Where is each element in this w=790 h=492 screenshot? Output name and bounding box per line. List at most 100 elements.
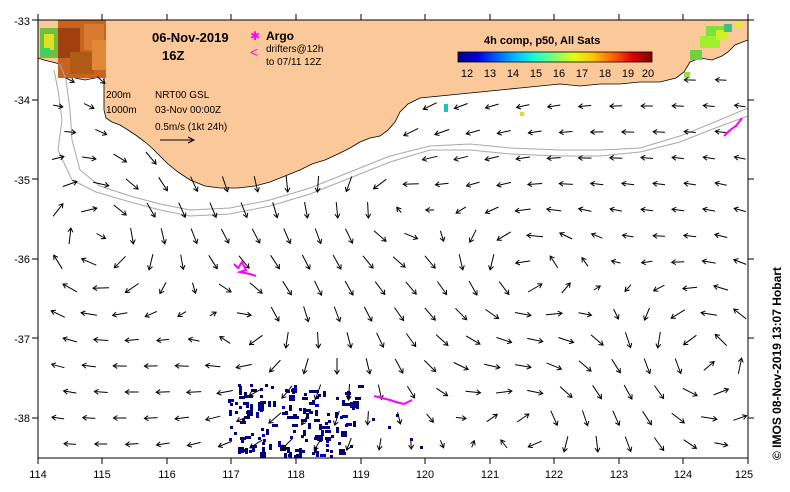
current-arrow — [682, 232, 697, 239]
current-arrow — [396, 206, 402, 214]
sst-pixel — [396, 414, 399, 417]
sst-pixel — [292, 424, 298, 427]
current-arrow — [314, 228, 323, 245]
current-arrow — [113, 153, 128, 163]
current-arrow — [643, 307, 650, 321]
current-arrow — [64, 129, 77, 136]
current-arrow — [624, 332, 633, 349]
sst-pixel — [258, 406, 261, 409]
x-tick-label: 116 — [158, 469, 176, 481]
current-arrow — [238, 255, 250, 269]
current-arrow — [485, 308, 500, 320]
drifter-track-1 — [233, 260, 257, 277]
sst-pixel — [246, 405, 249, 408]
current-arrow — [284, 175, 291, 193]
sst-pixel — [256, 412, 259, 418]
product-label: NRT00 GSL — [155, 90, 210, 101]
sst-pixel — [244, 416, 250, 419]
current-arrow — [561, 282, 571, 294]
current-arrow — [713, 232, 728, 239]
current-arrow — [80, 310, 97, 317]
current-arrow — [333, 410, 340, 426]
current-arrow — [268, 412, 282, 424]
current-arrow — [593, 285, 602, 291]
current-arrow — [640, 154, 654, 161]
sst-pixel — [313, 390, 319, 393]
current-arrow — [208, 255, 218, 270]
current-arrow — [624, 284, 632, 293]
current-arrow — [174, 415, 189, 422]
current-arrow — [313, 437, 323, 451]
current-arrow — [640, 103, 653, 109]
current-arrow — [344, 176, 353, 193]
current-arrow — [514, 259, 531, 266]
sst-pixel — [262, 434, 265, 437]
current-arrow — [147, 254, 154, 271]
current-arrow — [527, 389, 544, 396]
current-arrow — [436, 387, 449, 397]
current-arrow — [620, 180, 635, 187]
sst-pixel — [239, 406, 242, 409]
current-arrow — [594, 435, 601, 453]
current-arrow — [652, 232, 665, 239]
current-arrow — [623, 384, 633, 400]
sst-pixel — [258, 437, 261, 440]
x-tick-label: 117 — [222, 469, 240, 481]
sst-pixel — [316, 404, 319, 407]
current-arrow — [424, 255, 436, 269]
current-arrow — [218, 283, 232, 293]
current-arrow — [302, 358, 309, 375]
sst-pixel — [353, 421, 356, 427]
current-arrow — [486, 413, 498, 423]
sst-pixel — [238, 384, 241, 387]
current-arrow — [608, 103, 623, 110]
sst-pixel — [318, 394, 321, 397]
current-arrow — [702, 102, 715, 109]
sst-pixel — [316, 436, 319, 439]
current-arrow — [315, 331, 322, 349]
current-arrow — [496, 337, 513, 345]
sst-pixel — [309, 390, 315, 393]
colorbar — [457, 51, 653, 63]
sst-pixel — [335, 412, 338, 418]
current-arrow — [248, 334, 263, 346]
current-arrow — [714, 128, 727, 135]
sst-pixel — [278, 441, 281, 447]
x-tick-label: 115 — [93, 469, 111, 481]
sst-pixel — [289, 405, 292, 411]
sst-pixel — [342, 400, 345, 406]
x-tick-label: 121 — [481, 469, 499, 481]
sst-pixel — [326, 444, 329, 447]
current-arrow — [652, 284, 665, 292]
current-arrow — [143, 363, 158, 370]
current-arrow — [581, 410, 590, 427]
current-arrow — [93, 441, 108, 447]
current-arrow — [670, 309, 686, 319]
current-arrow — [124, 389, 139, 395]
sst-pixel — [323, 391, 326, 397]
current-arrow — [611, 358, 621, 374]
current-arrow — [95, 128, 108, 136]
argo-label: Argo — [266, 29, 294, 43]
current-arrow — [550, 410, 559, 427]
current-arrow — [392, 256, 406, 268]
current-arrow — [465, 181, 480, 188]
sst-pixel — [352, 407, 355, 410]
current-arrow — [592, 385, 602, 400]
current-arrow — [714, 333, 728, 346]
sst-pixel — [294, 385, 297, 391]
map-date: 06-Nov-2019 — [152, 30, 229, 45]
current-arrow — [546, 362, 563, 371]
current-arrow — [426, 413, 434, 423]
sst-pixel — [336, 397, 339, 400]
sst-pixel — [293, 416, 299, 419]
current-arrow — [652, 180, 666, 187]
current-arrow — [683, 439, 698, 449]
current-arrow — [434, 181, 449, 188]
current-arrow — [423, 360, 437, 373]
current-arrow — [549, 255, 559, 269]
current-arrow — [700, 310, 717, 317]
current-arrow — [155, 337, 170, 344]
sst-pixel — [339, 449, 345, 455]
current-arrow — [589, 180, 604, 187]
